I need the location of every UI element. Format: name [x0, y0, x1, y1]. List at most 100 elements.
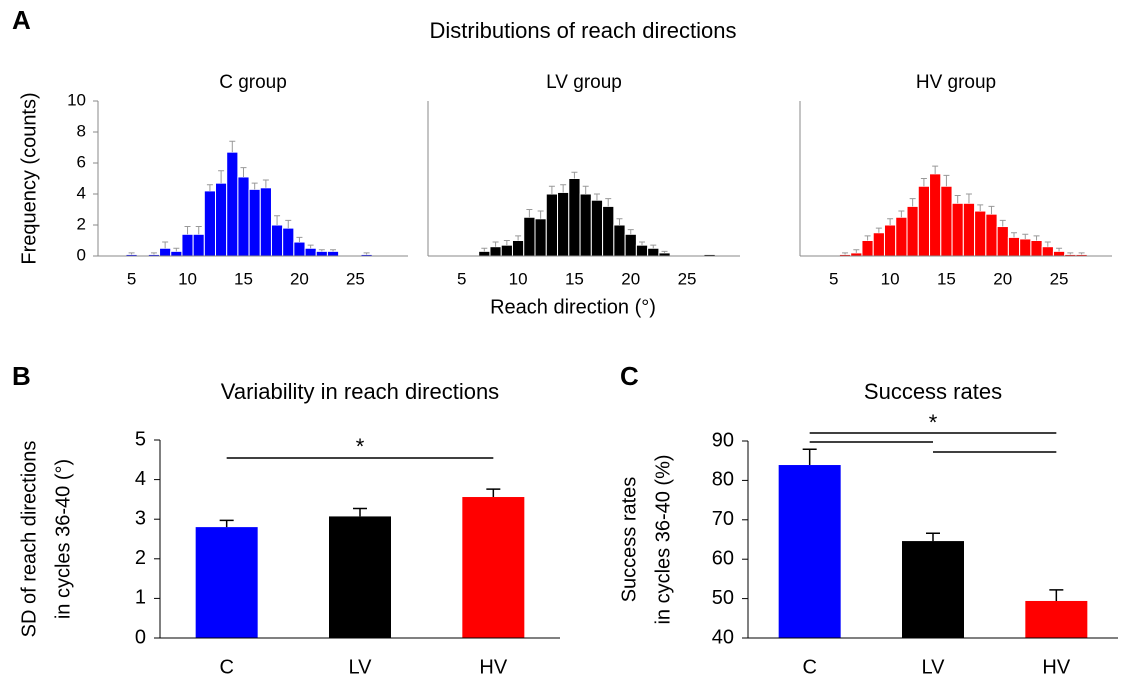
y-axis-label: Frequency (counts): [18, 92, 40, 264]
error-bar: [853, 249, 860, 253]
y-tick-label: 50: [712, 587, 734, 609]
x-tick-label: 20: [621, 269, 640, 288]
bar: [602, 205, 615, 257]
y-tick-label: 0: [135, 626, 146, 648]
error-bar: [229, 140, 236, 153]
error-bar: [492, 241, 499, 247]
y-tick-label: 3: [135, 507, 146, 529]
error-bar: [875, 227, 882, 233]
x-tick-label: C: [802, 656, 816, 678]
error-bar: [926, 532, 940, 542]
chart-title: Success rates: [864, 379, 1002, 404]
y-tick-label: 80: [712, 469, 734, 491]
error-bar: [999, 219, 1006, 227]
x-tick-label: 15: [234, 269, 253, 288]
y-axis-label: SD of reach directions: [18, 441, 40, 638]
bar: [293, 241, 306, 257]
error-bar: [162, 241, 169, 249]
bar: [259, 187, 272, 257]
error-bar: [318, 249, 325, 252]
error-bar: [307, 244, 314, 249]
y-tick-label: 2: [77, 214, 86, 233]
y-tick-label: 4: [77, 183, 86, 202]
x-tick-label: 15: [565, 269, 584, 288]
x-tick-label: LV: [349, 656, 373, 678]
bar: [940, 185, 953, 257]
error-bar: [330, 249, 337, 252]
x-tick-label: 20: [993, 269, 1012, 288]
bar: [215, 182, 228, 257]
bar: [195, 527, 258, 638]
subplot-title: HV group: [916, 72, 996, 93]
significance-label: *: [929, 410, 938, 435]
x-tick-label: 25: [1050, 269, 1069, 288]
error-bar: [639, 241, 646, 246]
panel-label: C: [620, 361, 639, 391]
bar: [861, 240, 874, 257]
bar: [329, 516, 391, 638]
bar: [304, 247, 317, 257]
bar: [579, 193, 592, 257]
error-bar: [842, 252, 849, 255]
bar: [951, 202, 964, 257]
error-bar: [920, 178, 927, 187]
x-tick-label: 15: [937, 269, 956, 288]
error-bar: [206, 184, 213, 191]
error-bar: [150, 252, 157, 255]
error-bar: [218, 170, 225, 184]
error-bar: [1056, 247, 1063, 252]
y-tick-label: 10: [67, 90, 86, 109]
bar: [902, 541, 964, 638]
bar: [613, 224, 626, 257]
error-bar: [1044, 241, 1051, 247]
significance-label: *: [356, 434, 365, 459]
bar: [500, 244, 513, 257]
bar: [1052, 250, 1066, 257]
bar: [170, 250, 183, 257]
bar: [985, 213, 998, 257]
x-tick-label: HV: [479, 656, 507, 678]
error-bar: [898, 210, 905, 218]
bar: [1019, 238, 1032, 257]
bar: [778, 465, 841, 638]
bar: [1030, 240, 1043, 257]
bar: [647, 247, 660, 257]
x-tick-label: 25: [678, 269, 697, 288]
x-tick-label: 10: [881, 269, 900, 288]
error-bar: [560, 184, 567, 193]
error-bar: [503, 240, 510, 246]
error-bar: [627, 229, 634, 235]
bar: [534, 218, 547, 257]
bar: [192, 233, 205, 257]
bar: [159, 247, 172, 257]
error-bar: [128, 252, 135, 255]
y-tick-label: 8: [77, 121, 86, 140]
y-tick-label: 60: [712, 547, 734, 569]
error-bar: [173, 247, 180, 252]
bar: [872, 232, 885, 257]
error-bar: [240, 167, 247, 177]
error-bar: [486, 488, 501, 498]
bar: [906, 205, 919, 257]
bar: [489, 246, 502, 257]
subplot-title: C group: [219, 72, 287, 93]
bar: [917, 185, 931, 257]
y-tick-label: 4: [135, 468, 146, 490]
error-bar: [909, 198, 916, 207]
bar: [1041, 246, 1054, 257]
error-bar: [802, 448, 817, 466]
bar: [635, 244, 649, 257]
y-axis-label: in cycles 36-40 (°): [52, 459, 74, 619]
x-axis-label: Reach direction (°): [490, 296, 656, 318]
bar: [270, 224, 284, 257]
error-bar: [285, 219, 292, 229]
error-bar: [616, 218, 623, 225]
bar: [568, 178, 581, 257]
error-bar: [274, 215, 281, 225]
y-tick-label: 90: [712, 429, 734, 451]
x-tick-label: 5: [829, 269, 838, 288]
bar: [478, 250, 491, 257]
error-bar: [262, 179, 269, 188]
